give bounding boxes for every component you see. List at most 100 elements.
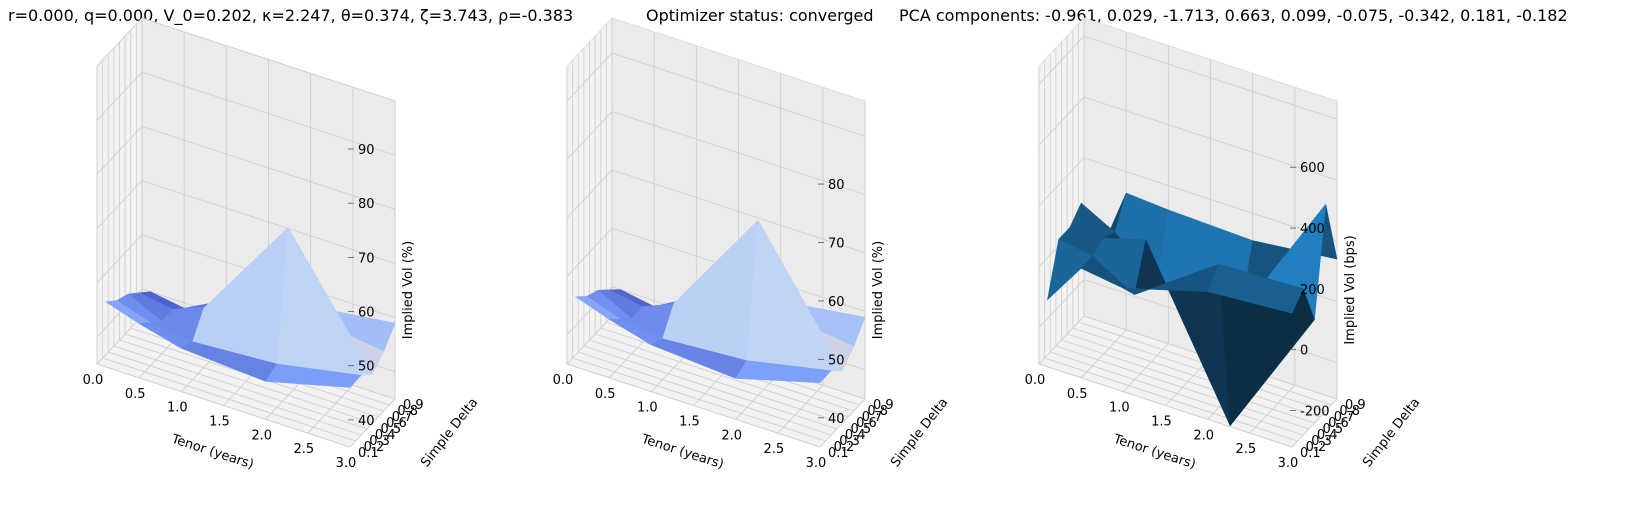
gridline (1038, 279, 1085, 328)
y-tick-label: 0.6 (386, 416, 407, 431)
gridline (594, 333, 849, 418)
y-tick-label: 0.3 (1311, 434, 1332, 449)
y-tick-label: 0.8 (1339, 404, 1360, 419)
chart-panel-2: Optimizer status: converged 0.0 0.5 1.0 1.5… (470, 0, 1020, 513)
chart-title-2: Optimizer status: converged (646, 6, 874, 25)
gridline (589, 339, 843, 424)
y-tick-label: 0.1 (1300, 446, 1321, 461)
gridline (141, 180, 396, 264)
z-axis-label: Implied Vol (%) (401, 241, 416, 339)
z-tick-label: 70 (828, 236, 845, 251)
gridline (583, 345, 838, 430)
z-axis-label: Implied Vol (%) (871, 241, 886, 339)
x-tick-label: 1.0 (1109, 401, 1130, 416)
surface-plot-3: 0.00.51.01.52.02.53.00.10.20.30.40.50.60… (1025, 16, 1423, 473)
y-tick-label: 0.2 (1306, 440, 1327, 455)
x-tick-label: 2.5 (763, 442, 784, 457)
z-tick-label: 60 (358, 306, 375, 321)
surface-plot-2: 0.00.51.01.52.02.53.00.10.20.30.40.50.60… (553, 16, 951, 473)
z-tick-label: 40 (828, 412, 845, 427)
gridline (1072, 327, 1326, 412)
gridline (1066, 333, 1321, 418)
y-tick-label: 0.1 (358, 446, 379, 461)
x-tick-label: 3.0 (336, 456, 357, 471)
gridline (1044, 357, 1298, 442)
gridline (1038, 363, 1293, 448)
y-tick-label: 0.3 (839, 434, 860, 449)
z-tick-label: 80 (358, 197, 375, 212)
surface-facet (265, 363, 362, 388)
gridline (1061, 339, 1315, 424)
y-tick-label: 0.5 (851, 422, 872, 437)
surface-facet (735, 360, 832, 383)
gridline (611, 52, 866, 137)
gridline (1038, 35, 1085, 85)
gridline (96, 71, 143, 121)
surface-facet (1207, 264, 1304, 314)
z-tick-label: 70 (358, 251, 375, 266)
z-tick-label: 400 (1300, 222, 1325, 237)
x-tick-label: 2.0 (251, 428, 272, 443)
gridline (1050, 351, 1304, 436)
gridline (566, 363, 821, 448)
x-tick-label: 0.5 (595, 387, 616, 402)
x-tick-label: 1.5 (679, 415, 700, 430)
gridline (1083, 157, 1338, 242)
x-tick-label: 1.0 (167, 401, 188, 416)
z-tick-label: 90 (358, 143, 375, 158)
chart-title-3: PCA components: -0.961, 0.029, -1.713, 0… (899, 6, 1568, 25)
gridline (1083, 35, 1338, 120)
gridline (113, 345, 368, 430)
x-tick-label: 0.5 (1067, 387, 1088, 402)
gridline (566, 52, 613, 102)
y-tick-label: 0.5 (1323, 422, 1344, 437)
gridline (141, 71, 396, 156)
chart-panel-1: r=0.000, q=0.000, V_0=0.202, κ=2.247, θ=… (0, 0, 573, 513)
y-tick-label: 0.9 (403, 398, 424, 413)
z-tick-label: -200 (1300, 405, 1330, 420)
z-axis-label: Implied Vol (bps) (1343, 235, 1358, 344)
x-axis-label: Tenor (years) (169, 432, 256, 473)
gridline (1083, 96, 1338, 181)
gridline (566, 111, 613, 160)
y-tick-label: 0.4 (375, 428, 396, 443)
x-axis-label: Tenor (years) (639, 432, 726, 473)
y-axis-label: Simple Delta (1360, 395, 1423, 470)
x-tick-label: 0.5 (125, 387, 146, 402)
y-tick-label: 0.8 (867, 404, 888, 419)
x-tick-label: 2.5 (293, 442, 314, 457)
z-tick-label: 50 (358, 360, 375, 375)
z-tick-label: 600 (1300, 161, 1325, 176)
z-tick-label: 60 (828, 295, 845, 310)
chart-panel-3: PCA components: -0.961, 0.029, -1.713, 0… (899, 0, 1568, 513)
y-tick-label: 0.3 (369, 434, 390, 449)
y-tick-label: 0.8 (397, 404, 418, 419)
gridline (1055, 345, 1310, 430)
gridline (141, 17, 396, 102)
gridline (566, 169, 613, 219)
y-tick-label: 0.2 (364, 440, 385, 455)
z-tick-label: 40 (358, 414, 375, 429)
x-tick-label: 1.5 (1151, 415, 1172, 430)
x-tick-label: 1.5 (209, 415, 230, 430)
x-axis-label: Tenor (years) (1111, 432, 1198, 473)
z-tick-label: 0 (1300, 344, 1308, 359)
y-tick-label: 0.9 (873, 398, 894, 413)
gridline (102, 357, 356, 442)
x-tick-label: 2.0 (1193, 428, 1214, 443)
x-tick-label: 2.0 (721, 428, 742, 443)
x-tick-label: 0.0 (1025, 373, 1046, 388)
gridline (96, 234, 143, 284)
gridline (141, 125, 396, 210)
gridline (96, 363, 351, 448)
y-tick-label: 0.1 (828, 446, 849, 461)
x-tick-label: 0.0 (553, 373, 574, 388)
gridline (578, 351, 832, 436)
x-tick-label: 1.0 (637, 401, 658, 416)
y-tick-label: 0.6 (1328, 416, 1349, 431)
x-tick-label: 0.0 (83, 373, 104, 388)
surface-plot-1: 0.00.51.01.52.02.53.00.10.20.30.40.50.60… (83, 16, 481, 473)
y-tick-label: 0.7 (1334, 410, 1355, 425)
z-tick-label: 80 (828, 178, 845, 193)
gridline (611, 169, 866, 254)
